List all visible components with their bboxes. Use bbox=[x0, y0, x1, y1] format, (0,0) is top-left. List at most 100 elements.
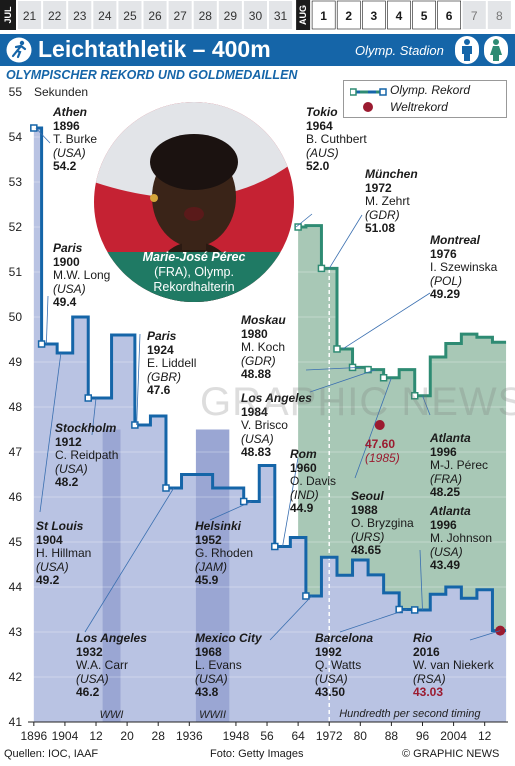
annotation-city: Helsinki bbox=[195, 519, 242, 533]
annotation-city: Tokio bbox=[306, 105, 338, 119]
x-tick-label: 56 bbox=[260, 729, 274, 743]
y-tick-label: 55 bbox=[9, 85, 23, 99]
annotation-year: 1924 bbox=[147, 342, 174, 357]
connector-line bbox=[39, 352, 62, 513]
annotation-city: Barcelona bbox=[315, 631, 374, 645]
annotation-year: 1900 bbox=[53, 254, 80, 269]
date-cell bbox=[412, 0, 436, 30]
annotation-name: W. van Niekerk bbox=[413, 658, 494, 673]
date-label: 8 bbox=[496, 9, 503, 23]
annotation-rio: Rio 2016 W. van Niekerk (RSA) 43.03 bbox=[413, 631, 494, 700]
annotation-nat: (AUS) bbox=[306, 145, 339, 160]
annotation-name: L. Evans bbox=[195, 658, 242, 673]
record-marker bbox=[302, 592, 310, 600]
record-marker bbox=[410, 606, 419, 614]
photo-caption-role: Rekordhalterin bbox=[153, 280, 235, 294]
annotation-barcelona: Barcelona 1992 Q. Watts (USA) 43.50 bbox=[315, 631, 374, 700]
date-cell bbox=[68, 1, 92, 29]
x-tick-label: 20 bbox=[120, 729, 134, 743]
annotation-city: St Louis bbox=[36, 519, 84, 533]
date-label: 21 bbox=[23, 9, 37, 23]
annotation-time: 43.50 bbox=[315, 685, 346, 700]
chart-area: WWI WWII 41 42 43 44 45 46 47 48 49 50 51 52 53 54 55 Sek… bbox=[9, 85, 508, 743]
connector-line bbox=[282, 457, 299, 547]
y-tick-label: 54 bbox=[9, 130, 23, 144]
annotation-time: 48.25 bbox=[430, 485, 461, 500]
annotation-nat: (USA) bbox=[76, 671, 109, 686]
annotation-name: V. Brisco bbox=[241, 418, 288, 433]
annotation-year: 1904 bbox=[36, 532, 63, 547]
watermark: GRAPHIC NEWS bbox=[200, 380, 515, 424]
annotation-paris1900: Paris 1900 M.W. Long (USA) 49.4 bbox=[53, 241, 110, 310]
annotation-stlouis: St Louis 1904 H. Hillman (USA) 49.2 bbox=[36, 519, 91, 588]
record-marker bbox=[410, 392, 419, 400]
connector-line bbox=[339, 609, 408, 633]
record-marker bbox=[30, 124, 38, 132]
x-tick-label: 28 bbox=[152, 729, 166, 743]
annotation-nat: (USA) bbox=[55, 461, 88, 476]
annotation-nat: (USA) bbox=[195, 671, 228, 686]
date-cell bbox=[18, 1, 42, 29]
connector-line bbox=[419, 549, 423, 610]
connector-line bbox=[91, 397, 97, 436]
annotation-time: 45.9 bbox=[195, 573, 219, 588]
annotation-name: E. Liddell bbox=[147, 356, 197, 371]
annotation-paris1924: Paris 1924 E. Liddell (GBR) 47.6 bbox=[147, 329, 197, 398]
record-marker bbox=[333, 345, 341, 353]
date-label: 7 bbox=[471, 9, 478, 23]
women-step-line bbox=[298, 224, 507, 398]
annotation-mexico: Mexico City 1968 L. Evans (USA) 43.8 bbox=[195, 631, 262, 700]
record-marker bbox=[162, 484, 170, 492]
connector-line bbox=[305, 367, 361, 371]
annotation-year: 1976 bbox=[430, 246, 457, 261]
date-label: 3 bbox=[371, 9, 378, 23]
annotation-year: 1964 bbox=[306, 118, 333, 133]
world-record-time: 47.60 bbox=[365, 437, 396, 451]
y-axis-label: Sekunden bbox=[34, 85, 88, 99]
date-cell bbox=[243, 1, 267, 29]
y-tick-label: 42 bbox=[9, 670, 23, 684]
annotation-year: 1972 bbox=[365, 180, 392, 195]
annotation-nat: (FRA) bbox=[430, 471, 462, 486]
x-tick-label: 12 bbox=[478, 729, 492, 743]
record-marker bbox=[294, 223, 302, 231]
x-tick-label: 88 bbox=[385, 729, 399, 743]
annotation-nat: (USA) bbox=[315, 671, 348, 686]
connector-line bbox=[295, 213, 313, 228]
annotation-time: 49.4 bbox=[53, 295, 77, 310]
timing-note: Hundredth per second timing bbox=[339, 708, 481, 720]
annotation-time: 52.0 bbox=[306, 159, 330, 174]
connector-line bbox=[269, 595, 312, 641]
annotation-name: M. Johnson bbox=[430, 531, 493, 546]
date-cell bbox=[361, 0, 386, 30]
x-tick-label: 96 bbox=[416, 729, 430, 743]
annotation-year: 1992 bbox=[315, 644, 342, 659]
y-tick-label: 49 bbox=[9, 355, 23, 369]
annotation-city: Paris bbox=[147, 329, 177, 343]
annotation-nat: (GDR) bbox=[241, 353, 276, 368]
annotation-helsinki: Helsinki 1952 G. Rhoden (JAM) 45.9 bbox=[195, 519, 253, 588]
legend-record-label: Olymp. Rekord bbox=[390, 83, 471, 97]
x-tick-label: 1972 bbox=[316, 729, 343, 743]
world-record-year: (1985) bbox=[365, 450, 400, 465]
annotation-seoul: Seoul 1988 O. Bryzgina (URS) 48.65 bbox=[351, 489, 414, 558]
y-tick-label: 41 bbox=[9, 715, 23, 729]
annotation-time: 51.08 bbox=[365, 221, 396, 236]
connector-line bbox=[328, 214, 363, 269]
annotation-nat: (USA) bbox=[430, 544, 463, 559]
y-tick-label: 48 bbox=[9, 400, 23, 414]
annotation-city: Stockholm bbox=[55, 421, 117, 435]
record-marker bbox=[271, 542, 279, 551]
athlete-illustration bbox=[94, 102, 294, 302]
annotation-name: I. Szewinska bbox=[430, 260, 498, 275]
date-bar: JUL 21 22 23 24 25 26 27 28 29 30 31 AUG 1 2 3 4 5 6 7 8 bbox=[0, 0, 515, 30]
photo-caption-nat: (FRA), Olymp. bbox=[154, 265, 234, 279]
annotation-tokyo: Tokio 1964 B. Cuthbert (AUS) 52.0 bbox=[306, 105, 367, 174]
x-tick-label: 1948 bbox=[223, 729, 250, 743]
date-cell bbox=[143, 1, 167, 29]
y-tick-label: 46 bbox=[9, 490, 23, 504]
connector-line bbox=[45, 295, 49, 345]
annotation-time: 44.9 bbox=[290, 501, 314, 516]
annotation-time: 43.03 bbox=[413, 685, 444, 700]
athlete-photo: Marie-José Pérec (FRA), Olymp. Rekordhal… bbox=[92, 100, 296, 304]
